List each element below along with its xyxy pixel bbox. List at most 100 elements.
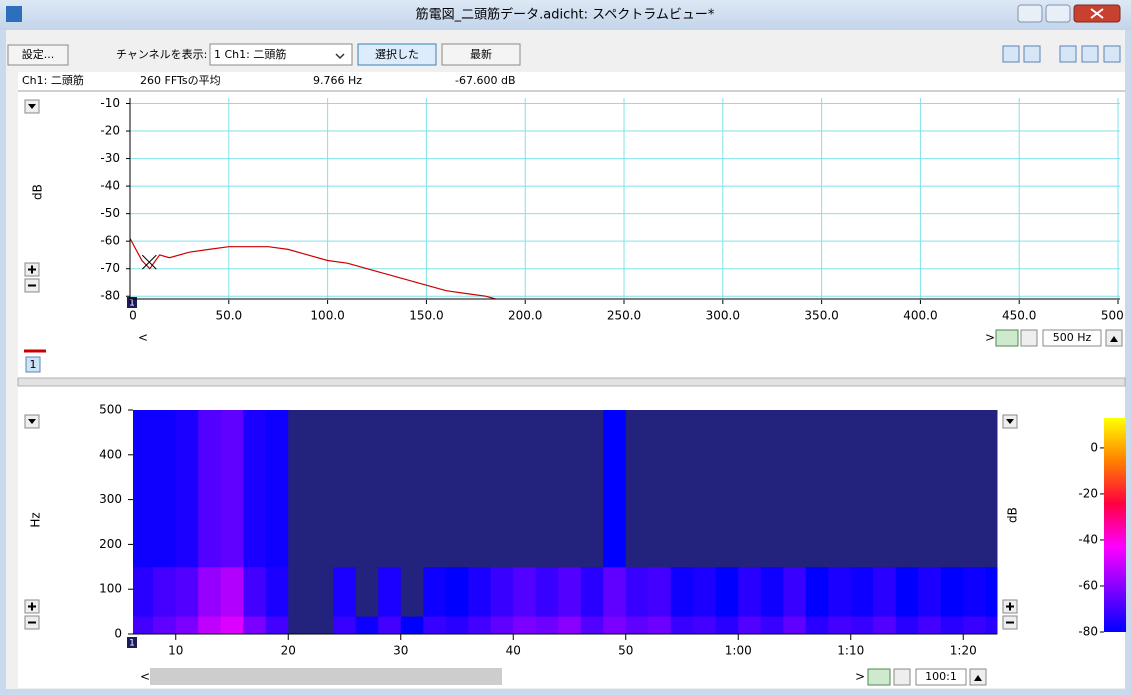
x-tick-label: 50 [618, 644, 633, 658]
heat-cell [603, 616, 626, 634]
heat-cell [176, 616, 199, 634]
heat-cell [986, 616, 998, 634]
heat-cell [648, 616, 671, 634]
colorbar [1104, 418, 1126, 632]
heat-cell [896, 410, 919, 567]
x-tick-label: 300.0 [706, 309, 740, 323]
heat-cell [176, 410, 199, 567]
colorbar-tick-label: -20 [1078, 486, 1098, 500]
heat-cell [198, 410, 221, 567]
y-axis-label: dB [31, 184, 45, 200]
heat-cell [558, 410, 581, 567]
heat-cell [311, 410, 334, 567]
status-level: -67.600 dB [455, 74, 515, 87]
colorbar-label: dB [1006, 507, 1020, 523]
heat-cell [243, 567, 266, 617]
heat-cell [761, 616, 784, 634]
heat-cell [288, 616, 311, 634]
maximize-button[interactable] [1046, 5, 1070, 22]
heat-cell [806, 616, 829, 634]
heat-cell [828, 567, 851, 617]
heat-cell [738, 567, 761, 617]
heat-cell [963, 567, 986, 617]
x-tick-label: 200.0 [508, 309, 542, 323]
y-tick-label: -70 [100, 261, 120, 275]
heat-cell [513, 567, 536, 617]
heat-cell [873, 616, 896, 634]
heat-cell [133, 410, 154, 567]
heat-cell [423, 410, 446, 567]
heat-cell [468, 616, 491, 634]
y-tick-label: 500 [99, 403, 122, 417]
heat-cell [198, 567, 221, 617]
app-icon [6, 6, 22, 22]
heat-cell [378, 616, 401, 634]
heat-cell [221, 616, 244, 634]
y-tick-label: 100 [99, 582, 122, 596]
heat-cell [266, 567, 289, 617]
divider[interactable] [18, 378, 1125, 386]
scroll-right[interactable]: > [985, 331, 995, 345]
y-axis-label: Hz [29, 512, 43, 527]
heat-cell [491, 567, 514, 617]
window-title: 筋電図_二頭筋データ.adicht: スペクトラムビュー* [416, 7, 715, 23]
heat-cell [963, 616, 986, 634]
scroll-left[interactable]: < [138, 331, 148, 345]
channel-select-value: 1 Ch1: 二頭筋 [214, 47, 286, 61]
scroll-thumb[interactable] [150, 668, 502, 685]
fit-button[interactable] [868, 669, 890, 685]
heat-cell [446, 616, 469, 634]
heat-cell [513, 616, 536, 634]
heat-cell [693, 616, 716, 634]
x-tick-label: 400.0 [903, 309, 937, 323]
heat-cell [626, 616, 649, 634]
zoom-button[interactable] [1021, 330, 1037, 346]
heat-cell [153, 567, 176, 617]
heat-cell [873, 567, 896, 617]
heat-cell [581, 410, 604, 567]
x-tick-label: 40 [506, 644, 521, 658]
heat-cell [648, 567, 671, 617]
heat-cell [806, 567, 829, 617]
heat-cell [423, 567, 446, 617]
status-frequency: 9.766 Hz [313, 74, 362, 87]
heat-cell [401, 410, 424, 567]
minimize-button[interactable] [1018, 5, 1042, 22]
heat-cell [986, 410, 998, 567]
x-tick-label: 30 [393, 644, 408, 658]
heat-cell [806, 410, 829, 567]
heat-cell [671, 616, 694, 634]
heat-cell [783, 410, 806, 567]
heat-cell [198, 616, 221, 634]
heat-cell [603, 410, 626, 567]
heat-cell [648, 410, 671, 567]
y-tick-label: 0 [114, 627, 122, 641]
heat-cell [311, 567, 334, 617]
x-tick-label: 250.0 [607, 309, 641, 323]
scroll-right[interactable]: > [855, 670, 865, 684]
heat-cell [918, 410, 941, 567]
scroll-left[interactable]: < [140, 670, 150, 684]
heat-cell [671, 410, 694, 567]
heat-cell [918, 616, 941, 634]
heat-cell [401, 567, 424, 617]
heat-cell [356, 410, 379, 567]
heat-cell [491, 410, 514, 567]
colorbar-tick-label: -40 [1078, 532, 1098, 546]
heat-cell [153, 410, 176, 567]
heat-cell [468, 410, 491, 567]
heat-cell [941, 410, 964, 567]
x-tick-label: 1:10 [837, 644, 864, 658]
x-tick-label: 1:20 [950, 644, 977, 658]
heat-cell [738, 410, 761, 567]
heat-cell [716, 616, 739, 634]
heat-cell [356, 616, 379, 634]
x-tick-label: 150.0 [409, 309, 443, 323]
heat-cell [491, 616, 514, 634]
zoom-button[interactable] [894, 669, 910, 685]
heat-cell [918, 567, 941, 617]
fit-button[interactable] [996, 330, 1018, 346]
heat-cell [333, 410, 356, 567]
heat-cell [536, 410, 559, 567]
heat-cell [896, 567, 919, 617]
